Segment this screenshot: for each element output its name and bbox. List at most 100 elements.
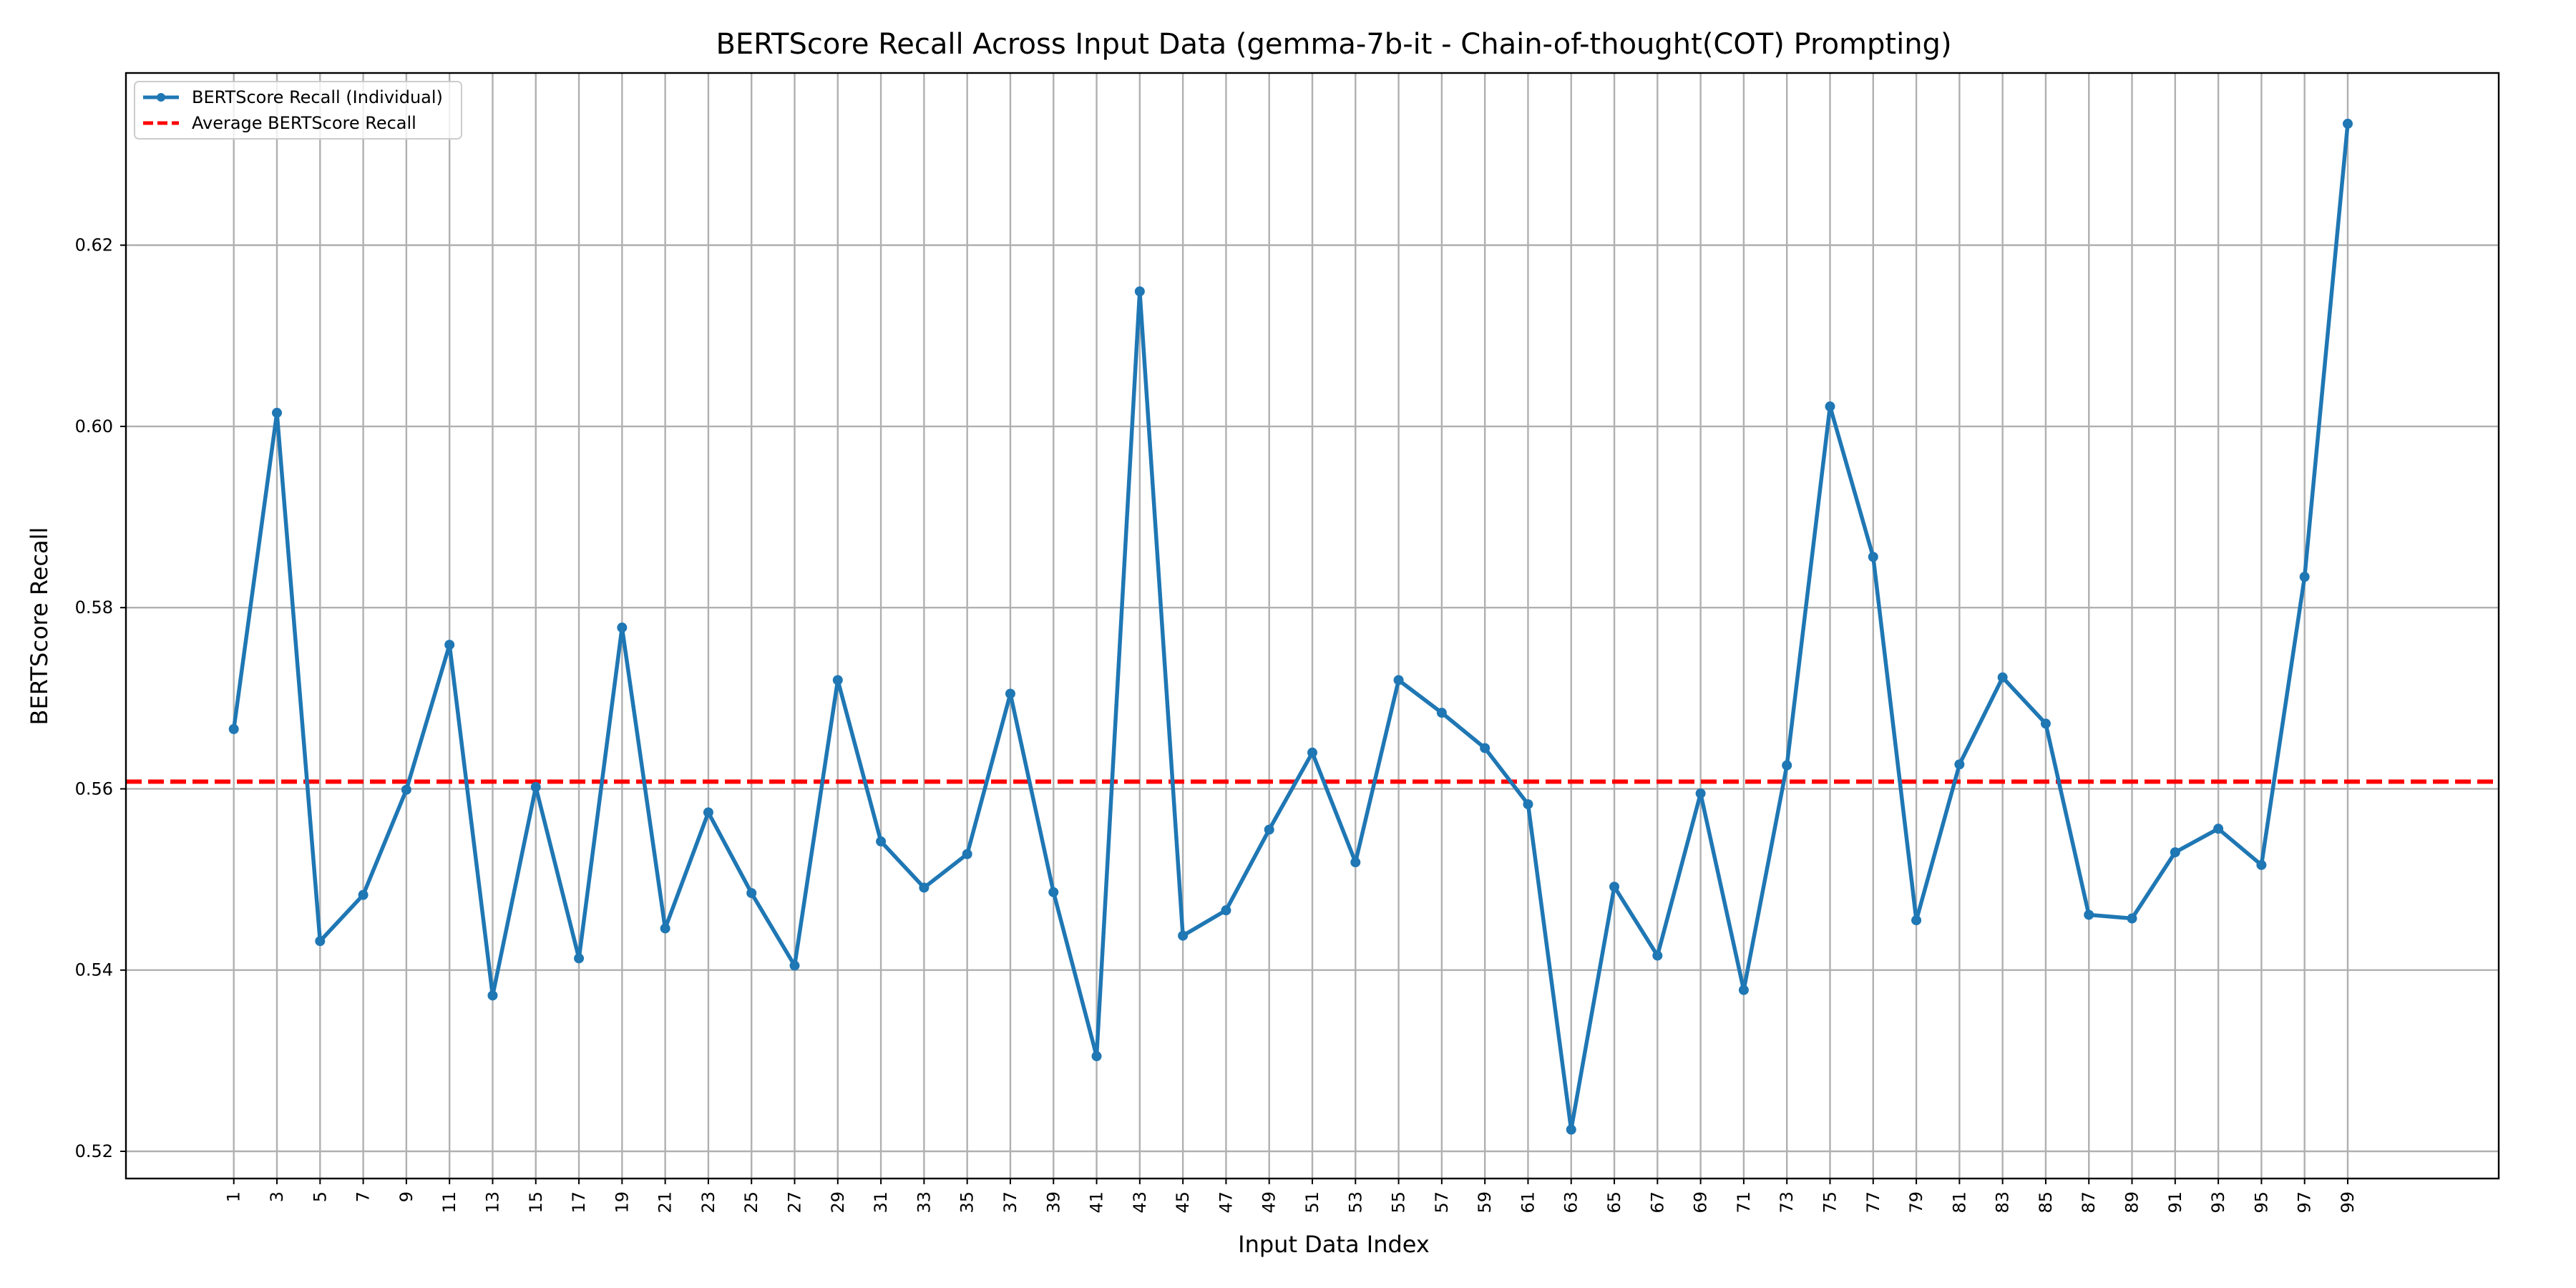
x-tick-label: 47 xyxy=(1216,1191,1236,1214)
x-tick-label: 93 xyxy=(2208,1191,2228,1214)
data-point xyxy=(2084,909,2094,920)
data-point xyxy=(876,836,887,847)
legend-label-individual: BERTScore Recall (Individual) xyxy=(192,87,443,107)
y-axis-label: BERTScore Recall xyxy=(26,527,53,726)
data-point xyxy=(1566,1124,1576,1135)
data-point xyxy=(1221,905,1231,916)
x-tick-label: 39 xyxy=(1043,1191,1063,1214)
x-tick-label: 75 xyxy=(1820,1191,1840,1214)
data-point xyxy=(272,407,283,418)
y-tick-label: 0.62 xyxy=(75,235,113,255)
x-tick-label: 33 xyxy=(914,1191,934,1214)
data-point xyxy=(1738,985,1749,995)
data-point xyxy=(2127,913,2137,924)
x-tick-label: 55 xyxy=(1389,1191,1409,1214)
x-tick-label: 65 xyxy=(1604,1191,1624,1214)
data-point xyxy=(2170,847,2180,858)
x-axis-ticks: 1 3 5 7 9 11 13 15 17 19 21 23 25 27 29 31 33 35 37 39 41 43 4… xyxy=(224,1179,2358,1214)
legend-marker-individual xyxy=(157,93,165,102)
x-tick-label: 85 xyxy=(2036,1191,2056,1214)
x-tick-label: 45 xyxy=(1173,1191,1193,1214)
legend: BERTScore Recall (Individual) Average BE… xyxy=(134,81,462,140)
data-point xyxy=(228,723,239,734)
data-point xyxy=(832,675,843,686)
x-tick-label: 87 xyxy=(2079,1191,2099,1214)
data-point xyxy=(1782,760,1792,771)
data-point xyxy=(617,623,628,633)
y-axis-ticks: 0.52 0.54 0.56 0.58 0.60 0.62 xyxy=(75,235,126,1161)
x-tick-label: 97 xyxy=(2295,1191,2315,1214)
x-tick-label: 67 xyxy=(1647,1191,1667,1214)
x-tick-label: 79 xyxy=(1906,1191,1926,1214)
data-point xyxy=(444,640,455,650)
data-point xyxy=(1954,759,1965,770)
data-point xyxy=(2299,572,2310,582)
series-layer xyxy=(228,118,2353,1135)
y-tick-label: 0.52 xyxy=(75,1141,113,1161)
data-point xyxy=(530,781,541,792)
x-tick-label: 63 xyxy=(1561,1191,1581,1214)
data-point xyxy=(401,784,411,795)
x-tick-label: 83 xyxy=(1993,1191,2013,1214)
x-tick-label: 23 xyxy=(698,1191,718,1214)
x-tick-label: 19 xyxy=(612,1191,632,1214)
data-point xyxy=(2040,718,2051,729)
data-point xyxy=(2213,824,2224,834)
data-point xyxy=(1911,915,1922,926)
legend-box xyxy=(134,81,462,140)
x-tick-label: 15 xyxy=(526,1191,546,1214)
data-point xyxy=(574,953,585,964)
x-tick-label: 11 xyxy=(439,1191,459,1214)
data-point xyxy=(1609,882,1620,892)
data-point xyxy=(1997,672,2008,683)
x-tick-label: 59 xyxy=(1475,1191,1495,1214)
x-tick-label: 21 xyxy=(655,1191,675,1214)
data-point xyxy=(487,990,498,1001)
grid xyxy=(126,73,2499,1179)
y-tick-label: 0.58 xyxy=(75,597,113,618)
x-tick-label: 99 xyxy=(2338,1191,2358,1214)
x-tick-label: 25 xyxy=(741,1191,761,1214)
data-point xyxy=(1695,788,1706,799)
x-tick-label: 57 xyxy=(1432,1191,1452,1214)
x-tick-label: 77 xyxy=(1863,1191,1883,1214)
data-point xyxy=(1091,1051,1102,1062)
data-point xyxy=(1825,401,1835,412)
x-tick-label: 29 xyxy=(828,1191,848,1214)
x-tick-label: 41 xyxy=(1087,1191,1107,1214)
x-tick-label: 61 xyxy=(1518,1191,1538,1214)
data-point xyxy=(1134,286,1145,297)
y-tick-label: 0.54 xyxy=(75,960,113,980)
chart-title: BERTScore Recall Across Input Data (gemm… xyxy=(716,28,1951,61)
x-tick-label: 7 xyxy=(353,1191,374,1202)
data-point xyxy=(1436,708,1447,718)
data-point xyxy=(1264,824,1274,835)
x-tick-label: 69 xyxy=(1691,1191,1711,1214)
data-point xyxy=(1868,552,1878,562)
x-tick-label: 13 xyxy=(482,1191,502,1214)
x-tick-label: 3 xyxy=(267,1191,287,1202)
data-point xyxy=(703,807,713,818)
data-point xyxy=(1652,950,1663,961)
x-tick-label: 17 xyxy=(569,1191,589,1214)
data-point xyxy=(1005,688,1015,699)
x-tick-label: 89 xyxy=(2122,1191,2142,1214)
x-tick-label: 53 xyxy=(1345,1191,1365,1214)
data-point xyxy=(1350,857,1361,868)
legend-label-average: Average BERTScore Recall xyxy=(192,113,416,133)
x-tick-label: 5 xyxy=(310,1191,330,1202)
x-tick-label: 49 xyxy=(1259,1191,1279,1214)
data-point xyxy=(962,849,972,859)
x-tick-label: 31 xyxy=(871,1191,891,1214)
data-point xyxy=(919,882,930,893)
x-tick-label: 95 xyxy=(2251,1191,2271,1214)
x-tick-label: 1 xyxy=(224,1191,244,1202)
data-point xyxy=(1178,930,1189,941)
x-tick-label: 91 xyxy=(2165,1191,2185,1214)
x-tick-label: 73 xyxy=(1777,1191,1797,1214)
x-tick-label: 51 xyxy=(1302,1191,1322,1214)
data-point xyxy=(2256,859,2267,870)
